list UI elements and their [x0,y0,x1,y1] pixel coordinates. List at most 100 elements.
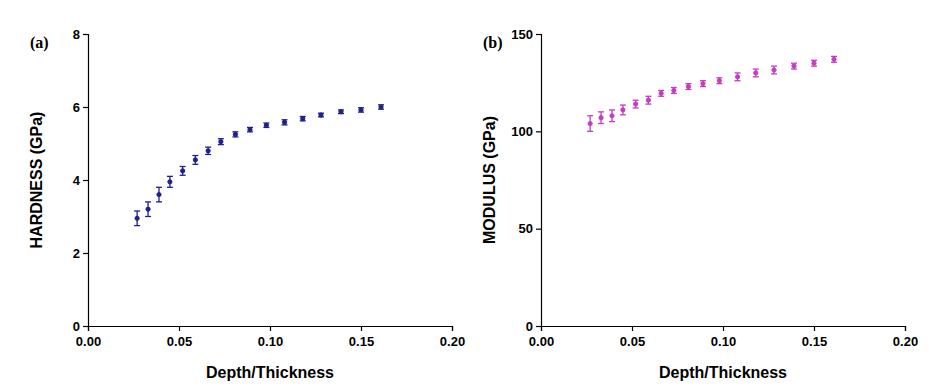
point [792,64,796,68]
point [359,108,363,112]
y-tick: 2 [73,246,88,261]
panel-label: (b) [483,34,503,52]
error-bar-cap [134,210,140,211]
point [646,98,650,102]
point [181,169,185,173]
point [772,68,776,72]
error-bar-cap [205,146,211,147]
y-tick: 4 [73,173,88,188]
y-tick-mark [536,34,541,35]
point [717,79,721,83]
error-bar [134,211,140,226]
point [248,128,252,132]
point [206,149,210,153]
point [610,114,614,118]
marks [587,56,837,131]
error-bar-cap [167,176,173,177]
error-bar [587,116,593,132]
error-bar [338,110,344,114]
error-bar [671,88,677,94]
point [701,82,705,86]
error-bar-cap [145,216,151,217]
y-axis-title: HARDNESS (GPa) [28,112,45,249]
y-axis: 0 2 4 6 8 [73,27,89,334]
point [233,132,237,136]
error-bar-cap [598,123,604,124]
point [599,116,603,120]
error-bar [318,113,324,117]
error-bar [831,56,837,62]
y-tick-label: 8 [73,27,80,42]
y-tick: 8 [73,27,88,42]
error-bar-cap [633,107,639,108]
panel-label: (a) [30,34,49,52]
point [735,75,739,79]
error-bar-cap [735,80,741,81]
y-tick: 6 [73,100,88,115]
point [146,207,150,211]
y-tick: 100 [511,124,541,139]
point [621,108,625,112]
error-bar [685,84,691,90]
x-axis-title: Depth/Thickness [206,364,334,381]
error-bar [300,116,306,120]
x-axis-line [542,327,906,332]
error-bar [282,120,288,125]
point [754,71,758,75]
y-axis-line [83,35,89,327]
error-bar-cap [192,164,198,165]
error-bar-cap [620,104,626,105]
error-bar-cap [771,73,777,74]
error-bar [247,127,253,131]
point [588,121,592,125]
y-tick-label: 6 [73,100,80,115]
point [219,140,223,144]
point [832,57,836,61]
y-tick-label: 0 [526,319,533,334]
error-bar-cap [180,175,186,176]
error-bar [218,139,224,145]
y-tick-label: 0 [73,319,80,334]
error-bar [716,78,722,84]
y-tick: 0 [73,319,88,334]
y-axis-title: MODULUS (GPa) [481,116,498,244]
x-tick-mark [452,326,453,331]
point [282,120,286,124]
x-tick: 0.10 [711,326,736,349]
x-tick-label: 0.05 [620,334,645,349]
error-bar-cap [645,103,651,104]
error-bar [167,176,173,187]
error-bar-cap [771,65,777,66]
error-bar [735,73,741,81]
y-tick-mark [83,253,88,254]
error-bar-cap [587,131,593,132]
y-tick-mark [83,326,88,327]
error-bar [180,166,186,175]
point [634,102,638,106]
x-tick: 0.05 [620,326,645,349]
y-tick-label: 4 [73,173,81,188]
x-tick: 0.20 [440,326,465,349]
figure: 0.000.050.100.150.2002468Depth/Thickness… [0,0,946,390]
error-bar [263,123,269,127]
x-tick-mark [632,326,633,331]
x-tick: 0.15 [802,326,827,349]
error-bar [658,90,664,96]
point [812,61,816,65]
error-bar [791,63,797,69]
error-bar [811,60,817,66]
point [686,84,690,88]
x-tick-mark [361,326,362,331]
y-tick: 0 [526,319,541,334]
y-axis: 050100150 [511,27,541,334]
y-tick-mark [83,180,88,181]
error-bar-cap [180,166,186,167]
error-bar [232,132,238,137]
x-tick-mark [179,326,180,331]
point [672,88,676,92]
y-axis-line [536,35,542,327]
x-tick-label: 0.20 [893,334,918,349]
point [168,180,172,184]
error-bar [700,81,706,87]
point [193,158,197,162]
